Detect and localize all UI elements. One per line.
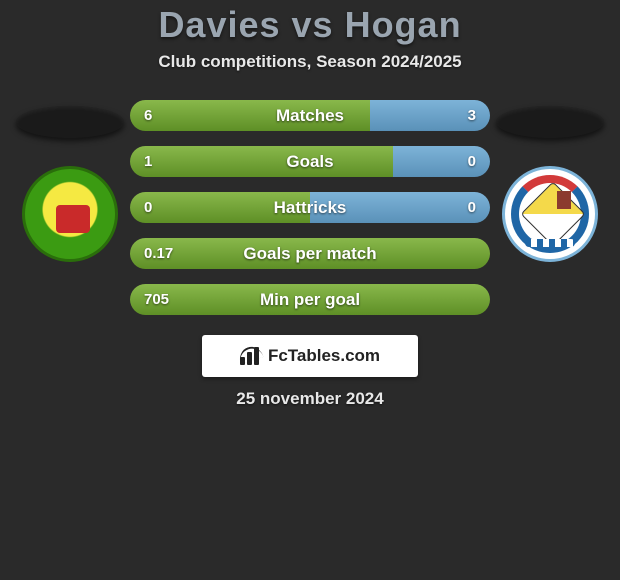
crest-flag xyxy=(557,191,571,209)
brand-label: FcTables.com xyxy=(268,346,380,366)
stat-value-left: 0 xyxy=(144,192,152,223)
stat-bar: Goals per match0.17 xyxy=(130,238,490,269)
left-column xyxy=(10,100,130,262)
main-row: Matches63Goals10Hattricks00Goals per mat… xyxy=(0,100,620,315)
player-photo-right-placeholder xyxy=(496,106,604,138)
crest-waves xyxy=(525,239,575,247)
stats-bars: Matches63Goals10Hattricks00Goals per mat… xyxy=(130,100,490,315)
page-subtitle: Club competitions, Season 2024/2025 xyxy=(0,52,620,72)
team-crest-right xyxy=(502,166,598,262)
stat-bar-left-fill xyxy=(130,284,490,315)
stat-bar-left-fill xyxy=(130,100,370,131)
stat-value-left: 1 xyxy=(144,146,152,177)
brand-badge[interactable]: FcTables.com xyxy=(202,335,418,377)
team-crest-left xyxy=(22,166,118,262)
stat-value-left: 705 xyxy=(144,284,169,315)
stat-bar-left-fill xyxy=(130,192,310,223)
infographic-root: Davies vs Hogan Club competitions, Seaso… xyxy=(0,0,620,409)
right-column xyxy=(490,100,610,262)
stat-bar: Hattricks00 xyxy=(130,192,490,223)
stat-value-right: 0 xyxy=(468,192,476,223)
stat-bar-right-fill xyxy=(310,192,490,223)
stat-value-right: 3 xyxy=(468,100,476,131)
stat-value-left: 6 xyxy=(144,100,152,131)
bar-chart-icon xyxy=(240,347,262,365)
stat-value-left: 0.17 xyxy=(144,238,173,269)
stat-bar-left-fill xyxy=(130,238,490,269)
player-photo-left-placeholder xyxy=(16,106,124,138)
stat-bar-left-fill xyxy=(130,146,393,177)
page-title: Davies vs Hogan xyxy=(0,4,620,46)
stat-bar: Goals10 xyxy=(130,146,490,177)
stat-value-right: 0 xyxy=(468,146,476,177)
infographic-date: 25 november 2024 xyxy=(0,389,620,409)
stat-bar: Min per goal705 xyxy=(130,284,490,315)
stat-bar: Matches63 xyxy=(130,100,490,131)
